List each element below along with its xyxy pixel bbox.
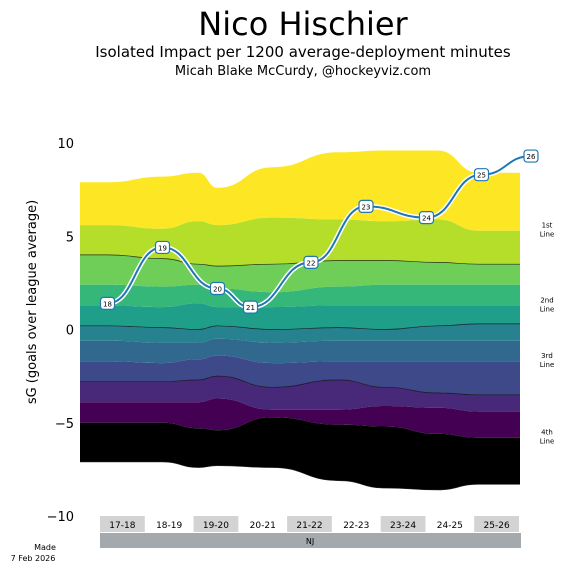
deployment-band — [80, 338, 520, 364]
deployment-band — [80, 284, 520, 308]
deployment-band — [80, 355, 520, 395]
season-point-label: 25 — [477, 172, 486, 180]
made-label: Made — [34, 543, 56, 552]
deployment-band — [80, 417, 520, 490]
season-label: 22-23 — [343, 521, 369, 531]
line-label: 4th Line — [540, 429, 555, 446]
season-point — [209, 281, 226, 296]
season-label: 19-20 — [203, 521, 229, 531]
y-tick-label: 10 — [57, 137, 74, 152]
y-axis-label: sG (goals over league average) — [25, 200, 40, 404]
chart-subtitle: Isolated Impact per 1200 average-deploym… — [95, 43, 511, 61]
season-point — [99, 296, 116, 310]
deployment-band — [80, 323, 520, 343]
deployment-band — [80, 150, 520, 231]
season-point-label: 21 — [246, 304, 255, 312]
y-tick-label: −5 — [55, 417, 74, 432]
season-point — [473, 168, 490, 182]
line-boundary — [79, 323, 520, 330]
deployment-band — [80, 376, 520, 412]
team-label: NJ — [306, 537, 314, 546]
season-point-label: 26 — [527, 153, 536, 161]
line-label: 3rd Line — [540, 352, 555, 369]
season-label: 23-24 — [390, 521, 416, 531]
season-strip: 17-18 18-19 19-20 20-21 21-22 22-23 23-24 24-25… — [100, 516, 521, 548]
season-cell — [100, 516, 145, 532]
season-label: 18-19 — [156, 521, 182, 531]
season-point — [242, 300, 259, 314]
season-point-label: 22 — [307, 259, 316, 267]
deployment-band — [80, 303, 520, 330]
season-cell — [474, 516, 519, 532]
line-boundary — [79, 375, 520, 396]
season-point-label: 18 — [103, 300, 112, 308]
line-labels: 1st Line 2nd Line 3rd Line 4th Line — [540, 222, 555, 446]
season-point — [303, 255, 319, 269]
season-label: 24-25 — [437, 521, 463, 531]
season-cell — [193, 516, 239, 532]
season-point-label: 23 — [362, 203, 371, 211]
y-tick-label: 5 — [66, 230, 74, 245]
deployment-band — [80, 398, 520, 438]
season-point — [418, 211, 435, 225]
season-label: 17-18 — [109, 521, 135, 531]
made-date: 7 Feb 2026 — [11, 554, 56, 563]
season-point-label: 19 — [158, 244, 167, 252]
chart-byline: Micah Blake McCurdy, @hockeyviz.com — [175, 64, 431, 79]
line-boundary — [79, 461, 520, 491]
season-cell — [380, 516, 426, 532]
season-label: 25-26 — [484, 521, 510, 531]
y-axis: 10 5 0 −5 −10 — [47, 137, 74, 525]
season-point-label: 20 — [213, 285, 222, 293]
y-tick-label: −10 — [47, 510, 74, 525]
deployment-bands — [79, 150, 520, 491]
line-label: 2nd Line — [540, 296, 555, 313]
y-tick-label: 0 — [66, 324, 74, 339]
line-label: 1st Line — [540, 222, 555, 239]
deployment-band — [80, 217, 520, 267]
team-bar — [100, 533, 521, 548]
season-point — [154, 240, 171, 255]
season-point — [523, 149, 539, 163]
chart-title: Nico Hischier — [198, 5, 408, 43]
season-label: 21-22 — [296, 521, 322, 531]
season-point — [358, 199, 374, 214]
impact-series: 18 19 20 21 22 23 24 25 26 — [99, 149, 539, 314]
season-label: 20-21 — [250, 521, 276, 531]
season-point-label: 24 — [422, 215, 431, 223]
season-cell — [287, 516, 332, 532]
